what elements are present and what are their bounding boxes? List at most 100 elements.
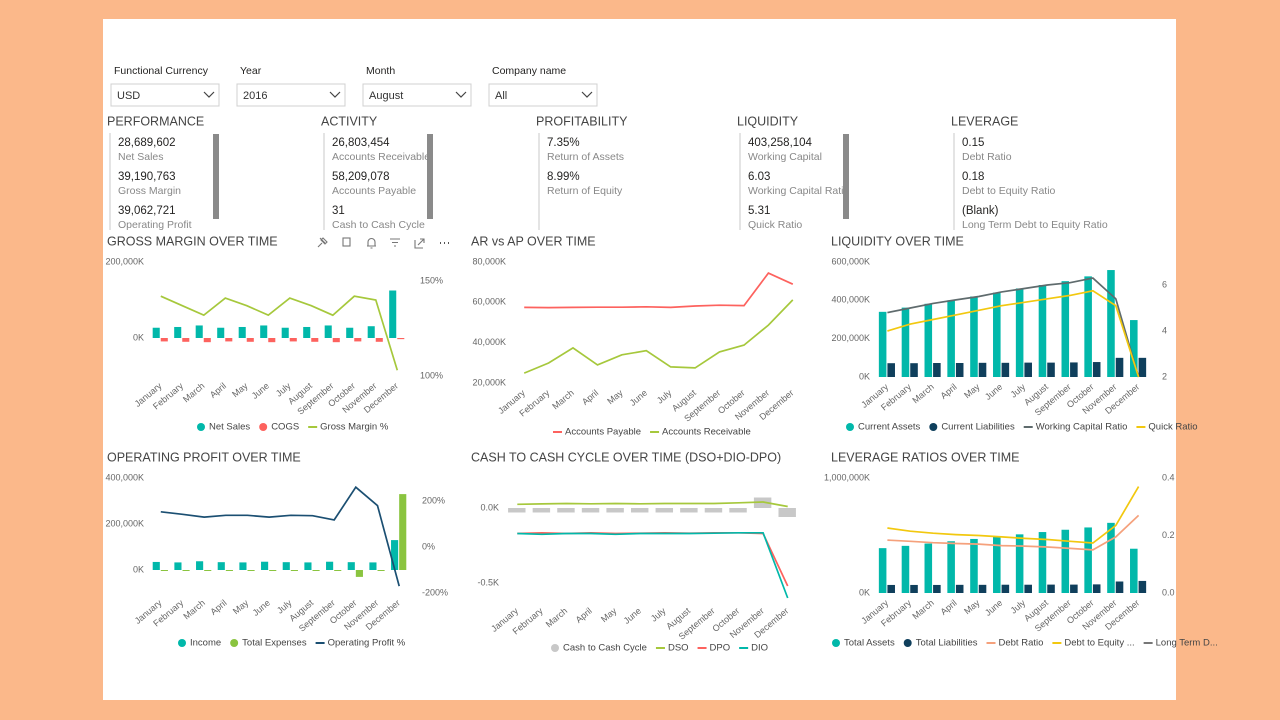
y-tick-label: 4 — [1162, 325, 1167, 335]
bar — [311, 338, 319, 342]
bar — [303, 326, 311, 338]
bar — [924, 303, 933, 377]
y-tick-label: 400,000K — [105, 472, 144, 482]
bar — [268, 338, 276, 343]
y-tick-label: 0% — [422, 541, 435, 551]
pin-icon[interactable] — [317, 237, 328, 248]
legend-label: Accounts Receivable — [662, 427, 751, 438]
bar — [152, 561, 160, 570]
y-tick-label: 150% — [420, 275, 443, 285]
filter-icon[interactable] — [390, 238, 400, 247]
kpi-card: 7.35% Return of Assets 8.99% Return of Equi… — [538, 133, 624, 230]
kpi-card: 403,258,104 Working Capital 6.03 Working Ca… — [739, 133, 850, 230]
chart-title: AR vs AP OVER TIME — [471, 234, 596, 248]
slicer-value: 2016 — [243, 90, 267, 102]
slicer-value: USD — [117, 90, 140, 102]
bar — [304, 562, 312, 570]
kpi-value: 8.99% — [547, 171, 580, 183]
y-tick-label: 80,000K — [472, 256, 506, 266]
kpi-scrollbar[interactable] — [213, 134, 219, 219]
kpi-card: 26,803,454 Accounts Receivable 58,209,078 A… — [323, 133, 430, 231]
bar — [246, 338, 254, 342]
kpi-value: 0.15 — [962, 137, 984, 149]
kpi-label: Accounts Payable — [332, 185, 416, 197]
kpi-scrollbar[interactable] — [843, 134, 849, 219]
legend-label: Current Assets — [858, 422, 921, 433]
bar — [225, 338, 233, 342]
line-series — [887, 514, 1140, 551]
legend-marker — [929, 423, 938, 431]
bar — [680, 508, 698, 513]
copy-icon[interactable] — [342, 237, 351, 247]
kpi-label: Return of Equity — [547, 185, 623, 197]
kpi-label: Cash to Cash Cycle — [332, 219, 425, 231]
bar — [334, 570, 342, 571]
bar — [282, 562, 290, 570]
slicer-dropdown[interactable] — [488, 83, 598, 107]
kpi-label: Debt Ratio — [962, 151, 1012, 163]
kpi-scrollbar[interactable] — [427, 134, 433, 219]
dropdown-chevron — [581, 91, 593, 98]
y-tick-label: 200% — [422, 495, 445, 505]
alert-icon[interactable] — [367, 237, 376, 249]
legend-label: Gross Margin % — [320, 422, 389, 433]
bar — [182, 338, 190, 342]
chart-title: LIQUIDITY OVER TIME — [831, 234, 964, 248]
bar — [630, 508, 649, 513]
kpi-value: 39,062,721 — [118, 205, 176, 217]
legend-label: Income — [190, 638, 221, 649]
legend-marker — [230, 639, 239, 647]
legend-label: Cash to Cash Cycle — [563, 643, 647, 654]
bar — [1047, 362, 1055, 377]
bar — [1138, 357, 1147, 377]
bar — [901, 307, 910, 377]
kpi-label: Net Sales — [118, 151, 164, 163]
bar — [239, 562, 247, 570]
legend-marker — [178, 639, 186, 647]
legend-label: Debt to Equity ... — [1064, 638, 1134, 649]
y-tick-label: 0.0K — [480, 502, 499, 512]
kpi-value: 31 — [332, 205, 345, 217]
y-tick-label: 40,000K — [472, 337, 506, 347]
line-series — [523, 299, 794, 374]
bar — [778, 508, 796, 517]
bar — [887, 363, 895, 377]
kpi-label: Accounts Receivable — [332, 151, 430, 163]
y-tick-label: 400,000K — [831, 295, 870, 305]
bar — [729, 508, 747, 513]
slicer-dropdown[interactable] — [362, 83, 472, 107]
legend-label: Total Liabilities — [916, 638, 978, 649]
slicer-dropdown[interactable] — [110, 83, 220, 107]
bar — [1038, 285, 1047, 377]
bar — [1070, 584, 1078, 593]
y-tick-label: 200,000K — [105, 256, 144, 266]
bar — [1024, 584, 1032, 593]
bar — [1107, 522, 1115, 593]
focus-icon[interactable] — [414, 238, 425, 249]
kpi-group-title: PROFITABILITY — [536, 114, 628, 128]
legend-label: Net Sales — [209, 422, 250, 433]
y-tick-label: 1,000,000K — [824, 472, 870, 482]
slicer-label: Year — [240, 65, 262, 77]
bar — [281, 327, 289, 338]
chart-title: GROSS MARGIN OVER TIME — [107, 234, 278, 248]
visual-header-icons — [317, 237, 449, 249]
legend-label: Current Liabilities — [941, 422, 1015, 433]
legend-label: Long Term D... — [1156, 638, 1218, 649]
bar — [289, 338, 297, 342]
kpi-value: 39,190,763 — [118, 171, 176, 183]
slicer-dropdown[interactable] — [236, 83, 346, 107]
bar — [203, 338, 211, 343]
kpi-group-title: LIQUIDITY — [737, 114, 799, 128]
bar — [1038, 532, 1047, 593]
bar — [204, 570, 212, 571]
bar — [160, 570, 168, 571]
kpi-card: 0.15 Debt Ratio 0.18 Debt to Equity Ratio (B… — [953, 133, 1108, 230]
bar — [1015, 288, 1024, 377]
y-tick-label: 6 — [1162, 279, 1167, 289]
bar — [970, 296, 978, 377]
bar — [1047, 584, 1055, 593]
bar — [217, 327, 225, 338]
bar — [978, 362, 987, 377]
